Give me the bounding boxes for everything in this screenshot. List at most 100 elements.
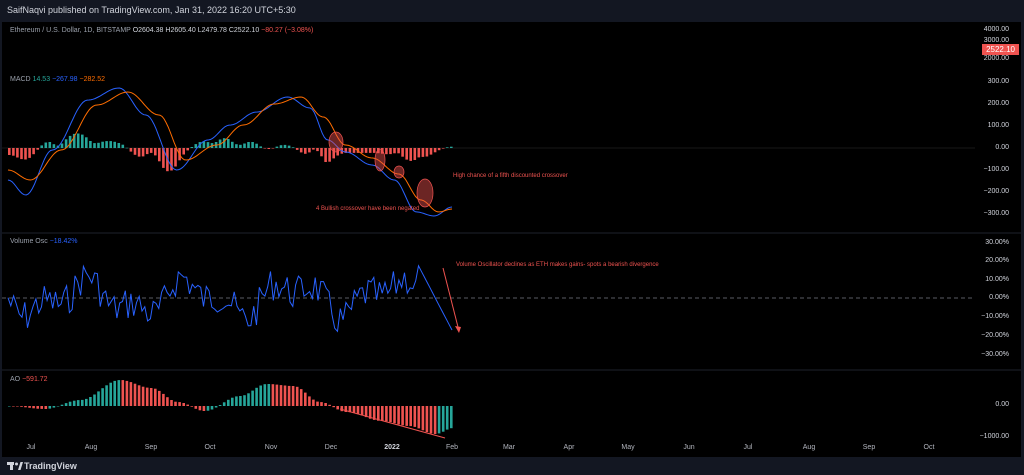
- macd-histogram-bar: [308, 148, 311, 153]
- close-value: C2522.10: [228, 27, 260, 34]
- ao-histogram-bar: [425, 406, 429, 433]
- macd-histogram-bar: [441, 148, 445, 149]
- ao-histogram-bar: [381, 406, 384, 421]
- macd-axis-label: 200.00: [987, 100, 1009, 107]
- macd-histogram-bar: [397, 148, 400, 154]
- macd-histogram-bar: [385, 148, 388, 155]
- low-value: L2479.78: [197, 27, 227, 34]
- macd-histogram-bar: [364, 148, 368, 153]
- macd-histogram-bar: [28, 148, 31, 158]
- macd-histogram-bar: [295, 148, 299, 150]
- ao-histogram-bar: [178, 402, 181, 406]
- macd-histogram-bar: [137, 148, 141, 157]
- macd-value: −267.98: [52, 76, 78, 83]
- macd-histogram-bar: [352, 148, 356, 153]
- ao-histogram-bar: [263, 384, 267, 406]
- ao-histogram-bar: [12, 406, 15, 407]
- time-axis-label: Nov: [264, 444, 278, 451]
- macd-histogram-bar: [170, 148, 173, 171]
- signal-line: [7, 91, 453, 213]
- ao-histogram-bar: [158, 390, 161, 406]
- last-price-badge: 2522.10: [982, 44, 1019, 55]
- macd-annotation-right: High chance of a fifth discounted crosso…: [453, 173, 568, 179]
- ao-histogram-bar: [429, 406, 433, 434]
- macd-histogram-bar: [299, 148, 303, 153]
- macd-histogram-bar: [413, 148, 417, 160]
- crossover-highlight: [328, 131, 344, 153]
- ao-histogram-bar: [109, 382, 112, 406]
- macd-histogram-bar: [149, 148, 153, 153]
- ao-histogram-bar: [336, 406, 339, 410]
- osc-axis-label: 30.00%: [985, 239, 1009, 246]
- ao-histogram-bar: [170, 400, 173, 406]
- macd-histogram-bar: [24, 148, 27, 160]
- ao-histogram-bar: [344, 406, 348, 412]
- ao-histogram-bar: [356, 406, 360, 415]
- ao-histogram-bar: [401, 406, 404, 426]
- macd-histogram-bar: [109, 141, 112, 148]
- ao-histogram-bar: [417, 406, 421, 429]
- macd-histogram-bar: [97, 142, 100, 148]
- macd-histogram-bar: [182, 148, 185, 155]
- ao-histogram-bar: [206, 406, 210, 411]
- ao-histogram-bar: [275, 384, 279, 406]
- price-axis-label: 2000.00: [983, 55, 1009, 62]
- ao-histogram-bar: [291, 386, 295, 406]
- macd-histogram-bar: [12, 148, 15, 156]
- ao-name: AO: [10, 376, 21, 383]
- ao-histogram-bar: [36, 406, 39, 409]
- ao-histogram-bar: [137, 385, 141, 406]
- macd-histogram-bar: [332, 148, 335, 159]
- ao-histogram-bar: [283, 385, 287, 406]
- macd-histogram-bar: [129, 148, 133, 152]
- ao-histogram-bar: [437, 406, 441, 434]
- ao-histogram-bar: [190, 406, 194, 407]
- ao-histogram-bar: [397, 406, 400, 425]
- ao-histogram-bar: [149, 388, 153, 406]
- ao-histogram-bar: [271, 384, 275, 406]
- macd-histogram-bar: [433, 148, 437, 153]
- divergence-arrowhead: [455, 326, 461, 333]
- macd-histogram-bar: [121, 144, 125, 148]
- macd-histogram-bar: [85, 137, 88, 148]
- ao-histogram-bar: [93, 394, 96, 406]
- macd-histogram-bar: [393, 148, 396, 154]
- ao-value: −591.72: [22, 376, 48, 383]
- ao-histogram-bar: [76, 400, 80, 406]
- ao-histogram-bar: [85, 398, 88, 406]
- bottom-bar: [0, 457, 1024, 475]
- macd-histogram-bar: [48, 142, 52, 148]
- macd-annotation-bottom: 4 Bullish crossover have been negated: [316, 206, 420, 212]
- macd-axis-label: 300.00: [987, 78, 1009, 85]
- macd-histogram-bar: [421, 148, 425, 157]
- ao-histogram-bar: [251, 390, 254, 406]
- ao-histogram-bar: [308, 396, 311, 406]
- time-axis-label: Dec: [324, 444, 338, 451]
- ao-histogram-bar: [368, 406, 372, 419]
- ao-histogram-bar: [377, 406, 380, 421]
- ao-histogram-bar: [320, 402, 323, 406]
- macd-histogram-bar: [259, 146, 262, 148]
- ao-histogram-bar: [52, 406, 56, 408]
- time-axis-label: Aug: [802, 444, 816, 451]
- macd-histogram-bar: [389, 148, 392, 155]
- macd-histogram-bar: [154, 148, 157, 156]
- ao-histogram-bar: [348, 406, 352, 413]
- macd-histogram-bar: [235, 144, 238, 148]
- macd-histogram-bar: [267, 148, 271, 149]
- ao-histogram-bar: [222, 402, 226, 406]
- time-axis-label: Jun: [683, 444, 695, 451]
- macd-histogram-bar: [113, 141, 116, 148]
- macd-histogram-bar: [40, 145, 43, 148]
- time-axis-label: Sep: [862, 444, 876, 451]
- chart-area[interactable]: [2, 22, 1021, 457]
- time-axis-label: Apr: [563, 444, 575, 451]
- ao-histogram-bar: [89, 397, 92, 406]
- ao-histogram-bar: [101, 388, 104, 406]
- macd-histogram-bar: [105, 141, 108, 148]
- ao-histogram-bar: [360, 406, 364, 416]
- ao-histogram-bar: [393, 406, 396, 424]
- ao-histogram-bar: [145, 387, 149, 406]
- macd-axis-label: 0.00: [995, 144, 1009, 151]
